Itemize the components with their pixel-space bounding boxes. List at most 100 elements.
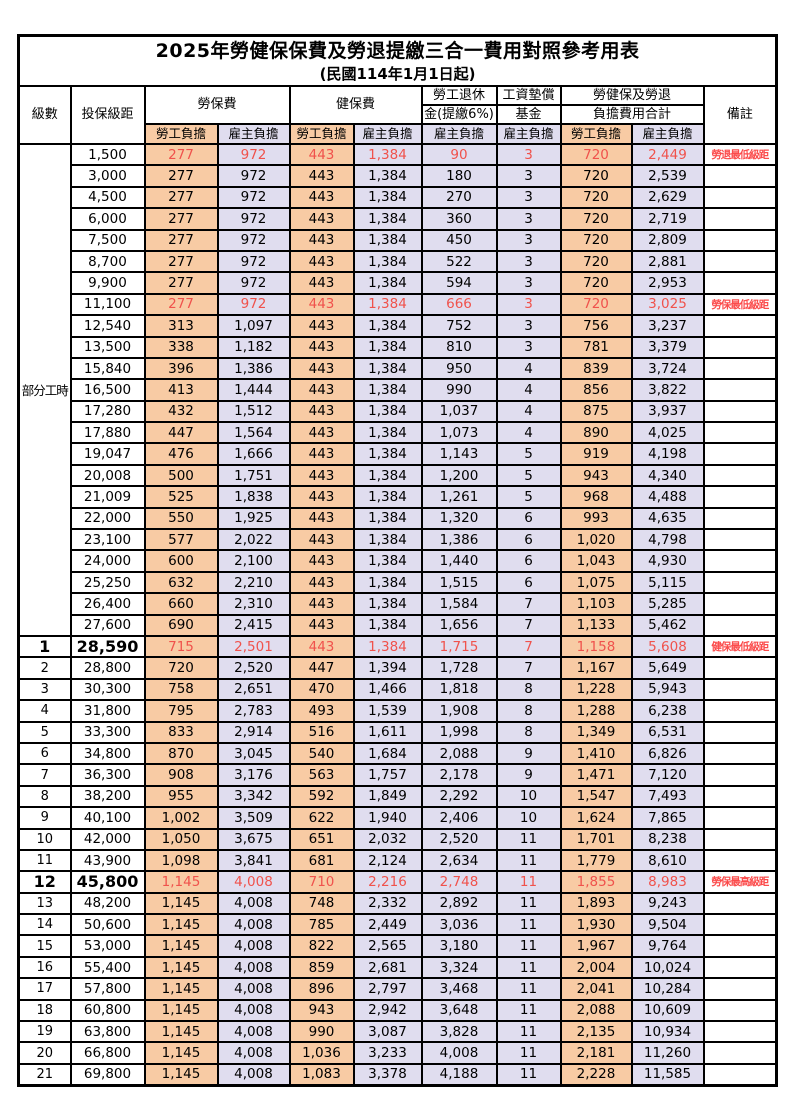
note-cell <box>702 228 778 252</box>
labor-employer-cell: 3,176 <box>216 763 291 787</box>
health-employer-cell: 1,757 <box>352 763 423 787</box>
level-cell: 12 <box>17 870 72 894</box>
labor-employee-cell: 1,050 <box>143 827 219 851</box>
total-employee-cell: 993 <box>559 506 633 531</box>
labor-employer-cell: 2,310 <box>216 592 291 616</box>
pension-employer-cell: 1,261 <box>420 485 498 509</box>
bracket-cell: 55,400 <box>69 955 146 980</box>
level-cell: 5 <box>17 720 72 744</box>
labor-employer-cell: 4,008 <box>216 913 291 937</box>
table-row: 部分工時 1,500 277 972 443 1,384 90 3 720 2,449 勞退最低級距 <box>17 142 778 637</box>
pension-employer-cell: 1,818 <box>420 677 498 702</box>
col-header-wage-fund-line1: 工資墊償 <box>495 85 562 106</box>
level-cell: 8 <box>17 784 72 809</box>
total-employee-cell: 720 <box>559 185 633 210</box>
total-employer-cell: 6,238 <box>630 699 705 723</box>
total-employee-cell: 720 <box>559 164 633 188</box>
bracket-cell: 30,300 <box>69 677 146 702</box>
labor-employee-cell: 550 <box>143 506 219 531</box>
labor-employer-cell: 972 <box>216 164 291 188</box>
health-employer-cell: 1,384 <box>352 356 423 381</box>
pension-employer-cell: 1,320 <box>420 506 498 531</box>
labor-employee-cell: 1,145 <box>143 891 219 916</box>
health-employer-cell: 1,384 <box>352 142 423 167</box>
labor-employee-cell: 660 <box>143 592 219 616</box>
note-cell <box>702 271 778 295</box>
health-employer-cell: 2,449 <box>352 913 423 937</box>
total-employer-cell: 3,237 <box>630 314 705 338</box>
labor-employer-cell: 4,008 <box>216 891 291 916</box>
health-employer-cell: 1,384 <box>352 378 423 402</box>
note-cell <box>702 913 778 937</box>
table-row: 23,100 577 2,022 443 1,384 1,386 6 1,020 4,798 <box>19 528 778 552</box>
health-employer-cell: 1,384 <box>352 335 423 359</box>
col-header-health-insurance: 健保費 <box>288 85 423 125</box>
note-cell <box>702 741 778 766</box>
health-employer-cell: 2,124 <box>352 848 423 873</box>
labor-employer-cell: 1,444 <box>216 378 291 402</box>
health-employer-cell: 1,384 <box>352 613 423 638</box>
table-row: 15,840 396 1,386 443 1,384 950 4 839 3,724 <box>19 356 778 381</box>
pension-employer-cell: 810 <box>420 335 498 359</box>
pension-employer-cell: 1,908 <box>420 699 498 723</box>
labor-employee-cell: 690 <box>143 613 219 638</box>
total-employer-cell: 9,764 <box>630 934 705 958</box>
health-employee-cell: 943 <box>288 998 355 1023</box>
labor-employee-cell: 396 <box>143 356 219 381</box>
subheader-labor-employer: 雇主負擔 <box>216 123 291 145</box>
pension-employer-cell: 594 <box>420 271 498 295</box>
health-employer-cell: 1,384 <box>352 549 423 573</box>
health-employer-cell: 1,384 <box>352 634 423 659</box>
subheader-health-employee: 勞工負擔 <box>288 123 355 145</box>
labor-employer-cell: 2,022 <box>216 528 291 552</box>
total-employer-cell: 3,025 <box>630 292 705 317</box>
wage-fund-employer-cell: 3 <box>495 292 562 317</box>
pension-employer-cell: 1,728 <box>420 656 498 680</box>
health-employee-cell: 563 <box>288 763 355 787</box>
table-row: 12,540 313 1,097 443 1,384 752 3 756 3,237 <box>19 314 778 338</box>
pension-employer-cell: 1,998 <box>420 720 498 744</box>
pension-employer-cell: 3,180 <box>420 934 498 958</box>
pension-employer-cell: 2,748 <box>420 870 498 894</box>
level-cell: 17 <box>17 977 72 1001</box>
labor-employee-cell: 447 <box>143 421 219 445</box>
total-employee-cell: 781 <box>559 335 633 359</box>
health-employee-cell: 443 <box>288 271 355 295</box>
health-employee-cell: 1,083 <box>288 1062 355 1087</box>
note-cell <box>702 528 778 552</box>
table-row: 26,400 660 2,310 443 1,384 1,584 7 1,103 5,285 <box>19 592 778 616</box>
labor-employee-cell: 908 <box>143 763 219 787</box>
bracket-cell: 27,600 <box>69 613 146 638</box>
labor-employer-cell: 4,008 <box>216 870 291 894</box>
wage-fund-employer-cell: 3 <box>495 314 562 338</box>
level-cell: 7 <box>17 763 72 787</box>
health-employee-cell: 710 <box>288 870 355 894</box>
bracket-cell: 24,000 <box>69 549 146 573</box>
health-employee-cell: 443 <box>288 207 355 231</box>
labor-employee-cell: 955 <box>143 784 219 809</box>
level-cell: 6 <box>17 741 72 766</box>
health-employee-cell: 785 <box>288 913 355 937</box>
total-employer-cell: 2,809 <box>630 228 705 252</box>
total-employer-cell: 4,930 <box>630 549 705 573</box>
labor-employer-cell: 3,342 <box>216 784 291 809</box>
table-row: 2 28,800 720 2,520 447 1,394 1,728 7 1,167 5,649 <box>17 656 778 680</box>
note-cell <box>702 1041 778 1065</box>
total-employee-cell: 1,855 <box>559 870 633 894</box>
level-cell: 13 <box>17 891 72 916</box>
wage-fund-employer-cell: 11 <box>495 891 562 916</box>
health-employee-cell: 443 <box>288 399 355 424</box>
pension-employer-cell: 2,292 <box>420 784 498 809</box>
note-cell <box>702 720 778 744</box>
bracket-cell: 40,100 <box>69 806 146 830</box>
health-employee-cell: 443 <box>288 634 355 659</box>
note-cell <box>702 207 778 231</box>
table-row: 17 57,800 1,145 4,008 896 2,797 3,468 11 2,041 10… <box>17 977 778 1001</box>
total-employee-cell: 875 <box>559 399 633 424</box>
bracket-cell: 23,100 <box>69 528 146 552</box>
labor-employee-cell: 720 <box>143 656 219 680</box>
header-sub-row: 勞工負擔 雇主負擔 勞工負擔 雇主負擔 雇主負擔 雇主負擔 勞工負擔 雇主負擔 <box>19 123 777 145</box>
pension-employer-cell: 270 <box>420 185 498 210</box>
note-cell <box>702 314 778 338</box>
total-employer-cell: 6,531 <box>630 720 705 744</box>
